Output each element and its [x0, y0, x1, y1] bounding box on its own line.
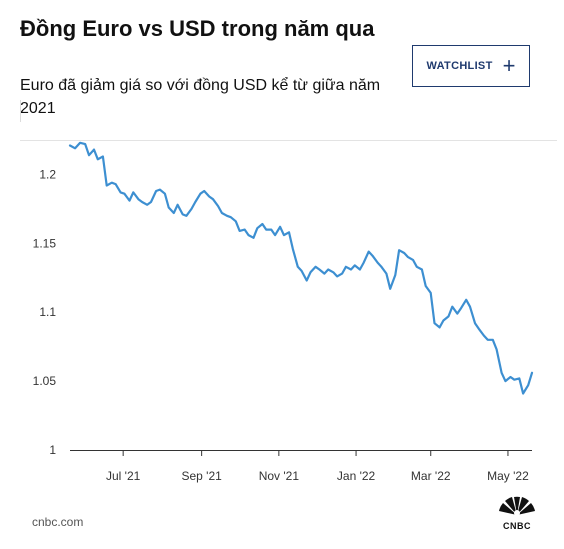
plus-icon: + — [502, 53, 516, 78]
series-line — [68, 141, 534, 395]
watchlist-button[interactable]: WATCHLIST + — [412, 45, 530, 87]
chart-title: Đồng Euro vs USD trong năm qua — [20, 16, 375, 41]
x-tick-label: Sep '21 — [181, 469, 222, 483]
y-tick-label: 1.05 — [33, 374, 57, 388]
chart-subtitle: Euro đã giảm giá so với đồng USD kể từ g… — [20, 77, 381, 117]
watchlist-label: WATCHLIST — [426, 60, 493, 72]
y-tick-label: 1 — [49, 443, 56, 457]
x-tick-label: Jan '22 — [337, 469, 376, 483]
y-tick-label: 1.2 — [39, 167, 56, 181]
x-tick-label: Mar '22 — [411, 469, 451, 483]
x-tick-label: May '22 — [487, 469, 529, 483]
source-label: cnbc.com — [32, 515, 84, 529]
subtitle-divider — [20, 100, 21, 122]
cnbc-logo: CNBC — [499, 496, 535, 531]
x-tick-label: Nov '21 — [259, 469, 300, 483]
y-tick-label: 1.15 — [33, 236, 57, 250]
y-tick-label: 1.1 — [39, 305, 56, 319]
x-tick-label: Jul '21 — [106, 469, 141, 483]
header-divider — [20, 140, 557, 141]
cnbc-logo-text: CNBC — [503, 521, 531, 531]
